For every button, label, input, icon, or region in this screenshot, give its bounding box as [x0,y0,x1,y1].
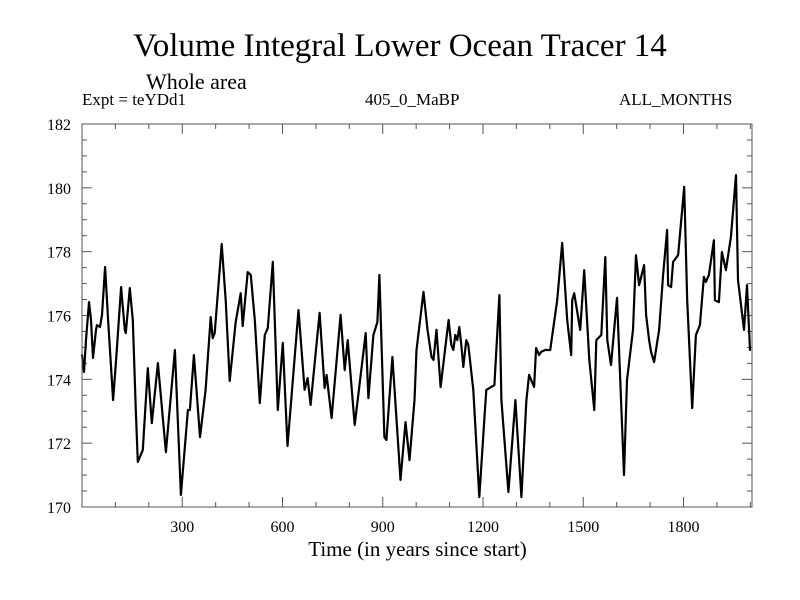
y-tick-label: 180 [47,181,71,198]
y-tick-label: 170 [47,500,71,517]
y-tick-label: 172 [47,436,71,453]
x-tick-label: 900 [371,519,395,536]
y-tick-label: 174 [47,372,71,389]
y-tick-label: 182 [47,117,71,134]
chart-title: Volume Integral Lower Ocean Tracer 14 [133,28,667,64]
x-tick-label: 1800 [667,519,699,536]
y-tick-label: 178 [47,245,71,262]
period-label: 405_0_MaBP [365,90,460,109]
series-line [80,174,752,499]
plot-frame [81,123,753,508]
x-axis-label: Time (in years since start) [308,537,527,561]
x-tick-label: 1500 [567,519,599,536]
experiment-label: Expt = teYDd1 [82,90,187,109]
chart-subtitle: Whole area [146,69,247,94]
y-tick-label: 176 [47,309,71,326]
axes: 300 600 900 1200 1500 1800 170 172 174 176 178 180 1… [47,117,752,536]
series-group [80,174,752,499]
x-tick-label: 300 [170,519,194,536]
x-tick-label: 1200 [467,519,499,536]
x-tick-label: 600 [270,519,294,536]
months-label: ALL_MONTHS [619,90,733,109]
